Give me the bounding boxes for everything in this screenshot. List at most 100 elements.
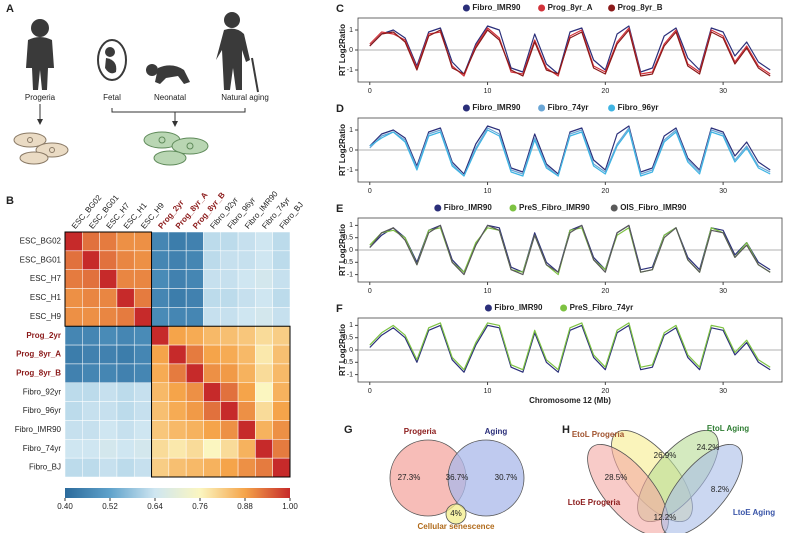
row-label: ESC_BG01 [20,255,62,264]
colorbar-tick-label: 0.88 [237,502,253,511]
venn-set-label: LtoE Progeria [567,498,621,507]
heatmap-cell [185,363,204,384]
heatmap-cell [99,307,118,327]
y-tick-label: -1 [347,67,353,74]
heatmap-cell [99,401,118,421]
venn-set-label: EtoL Aging [706,424,750,433]
legend-label: Prog_8yr_B [618,3,663,12]
y-tick-label: 1 [349,127,353,134]
y-tick-label: -1 [347,271,353,278]
venn-value: 28.5% [605,473,628,482]
venn-value: 36.7% [446,473,469,482]
heatmap-cell [133,382,152,402]
venn-set-label: Cellular senescence [418,522,495,531]
heatmap-cell [151,250,170,270]
heatmap-cell [116,420,135,440]
heatmap-cell [220,250,239,270]
venn-value: 8.2% [711,485,729,494]
heatmap-cell [203,457,222,478]
legend-label: Fibro_96yr [618,103,659,112]
heatmap-cell [185,269,204,289]
heatmap-cell [237,363,256,384]
heatmap-cell [99,457,118,478]
heatmap-cell [220,344,239,365]
heatmap-cell [133,420,152,440]
heatmap-cell [64,420,83,440]
heatmap-cell [272,382,291,402]
heatmap-cell [64,250,83,270]
venn-value: 4% [450,509,462,518]
heatmap-cell [185,325,204,346]
panel-label: G [344,424,353,436]
y-axis-label: RT Log2Ratio [338,124,347,176]
heatmap-cell [116,401,135,421]
heatmap-cell [64,269,83,289]
heatmap-cell [99,288,118,308]
heatmap-cell [203,363,222,384]
x-tick-label: 10 [484,188,492,195]
y-tick-label: -1 [347,371,353,378]
heatmap-cell [220,269,239,289]
panel-label: F [336,303,343,315]
heatmap-cell [168,288,187,308]
venn-value: 12.2% [654,513,677,522]
y-tick-label: 1 [349,322,353,329]
heatmap-cell [133,363,152,384]
colorbar-tick-label: 0.40 [57,502,73,511]
heatmap-cell [99,344,118,365]
heatmap-cell [133,344,152,365]
venn-value: 24.2% [697,443,720,452]
heatmap-cell [220,288,239,308]
legend-marker [538,4,546,12]
x-tick-label: 30 [719,288,727,295]
colorbar-tick-label: 0.52 [102,502,118,511]
x-axis-label: Chromosome 12 (Mb) [529,396,611,405]
heatmap-cell [203,288,222,308]
heatmap-cell [220,363,239,384]
heatmap-cell [272,269,291,289]
row-label: ESC_H1 [30,293,62,302]
heatmap-cell [133,231,152,252]
heatmap-cell [99,231,118,252]
heatmap-cell [99,325,118,346]
row-label: Fibro_92yr [23,387,62,396]
heatmap-cell [203,439,222,459]
heatmap-cell [82,344,100,365]
x-tick-label: 20 [601,188,609,195]
heatmap-cell [64,344,83,365]
stage-label: Progeria [25,93,56,102]
series-line [369,322,771,371]
heatmap-cell [133,307,152,327]
heatmap-cell [82,420,100,440]
heatmap-cell [255,250,273,270]
x-tick-label: 10 [484,288,492,295]
stage-label: Fetal [103,93,121,102]
heatmap-cell [203,325,222,346]
row-label: Fibro_74yr [23,444,62,453]
legend-marker [509,204,517,212]
heatmap-cell [185,401,204,421]
venn-value: 30.7% [495,473,518,482]
stage-label: Neonatal [154,93,186,102]
row-label: ESC_H7 [30,274,62,283]
heatmap-cell [185,420,204,440]
legend-marker [608,4,616,12]
heatmap-cell [203,344,222,365]
heatmap-cell [82,382,100,402]
heatmap-cell [168,250,187,270]
heatmap-cell [168,231,187,252]
heatmap-cell [203,250,222,270]
heatmap-cell [64,401,83,421]
heatmap-cell [272,307,291,327]
heatmap-cell [168,307,187,327]
y-axis-label: RT Log2Ratio [338,324,347,376]
heatmap-cell [168,269,187,289]
heatmap-cell [133,325,152,346]
row-label: Fibro_BJ [29,463,61,472]
heatmap-cell [82,439,100,459]
heatmap-cell [203,420,222,440]
heatmap-cell [151,288,170,308]
venn-value: 27.3% [398,473,421,482]
heatmap-cell [237,325,256,346]
